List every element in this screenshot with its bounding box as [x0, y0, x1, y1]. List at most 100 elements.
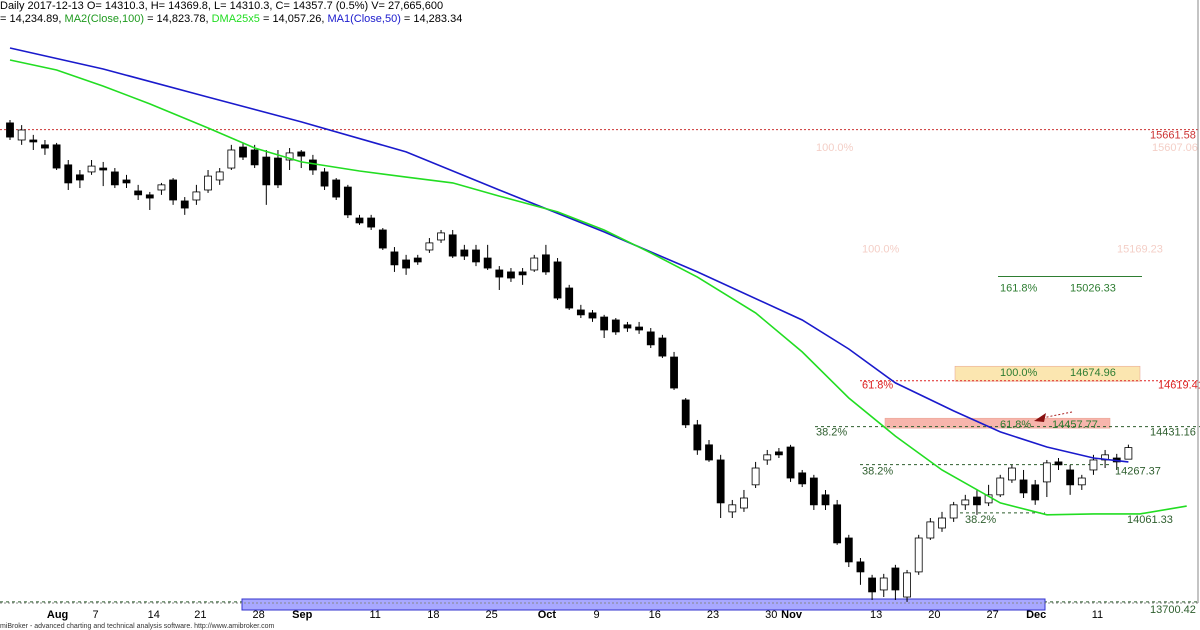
candle-body — [844, 537, 853, 563]
level-value: 14674.96 — [1070, 367, 1116, 379]
level-percent: 38.2% — [816, 427, 847, 439]
candle-body — [157, 184, 166, 191]
time-zone — [241, 598, 1046, 611]
candle-body — [52, 144, 61, 169]
level-value: 14267.37 — [1115, 466, 1161, 478]
candle-body — [833, 504, 842, 544]
plot: 15661.58 100.0% 15607.06 100.0% 15169.23 161.… — [0, 47, 1200, 621]
level-percent: 100.0% — [1000, 367, 1038, 379]
legend-value: = 14,823.78, — [144, 13, 212, 25]
x-tick-label: 21 — [194, 609, 206, 621]
candle-body — [495, 269, 504, 278]
candle-body — [891, 567, 900, 591]
candle-body — [553, 261, 562, 299]
candle-body — [1008, 467, 1016, 481]
candle-body — [437, 232, 445, 241]
legend-value: = 14,234.89, — [0, 13, 65, 25]
candle-body — [635, 326, 643, 331]
candle-body — [740, 497, 748, 509]
candle-body — [483, 257, 492, 269]
candle-body — [646, 331, 655, 346]
candle-body — [29, 139, 38, 143]
candle-body — [1031, 484, 1040, 501]
candle-body — [751, 467, 760, 486]
level-value: 15169.23 — [1117, 244, 1163, 256]
level-percent: 38.2% — [965, 514, 996, 526]
candle-body — [542, 254, 550, 273]
candle-body — [134, 190, 143, 196]
candle-body — [588, 312, 597, 319]
x-tick-label: 27 — [986, 609, 998, 621]
candle-body — [460, 249, 469, 257]
legend: = 14,234.89, MA2(Close,100) = 14,823.78,… — [0, 13, 462, 25]
candle-body — [17, 129, 26, 141]
x-tick-label: 14 — [148, 609, 160, 621]
candle-body — [169, 179, 178, 201]
candle-body — [798, 472, 807, 485]
candle-body — [274, 157, 282, 186]
candle-body — [343, 186, 352, 216]
candle-body — [332, 179, 341, 198]
candle-body — [879, 577, 888, 591]
candle-body — [110, 171, 119, 186]
candle-body — [926, 521, 935, 539]
candle-body — [215, 171, 224, 181]
candle-body — [623, 324, 632, 329]
candle-body — [938, 517, 946, 529]
candle-body — [961, 499, 970, 506]
candle-body — [308, 159, 317, 171]
candle-body — [705, 444, 713, 461]
candle-body — [565, 287, 574, 309]
candle-body — [180, 200, 189, 209]
footer: miBroker - advanced charting and technic… — [0, 623, 274, 630]
candle-body — [681, 399, 690, 426]
candle-body — [658, 337, 667, 357]
candle-body — [693, 424, 702, 451]
candle-body — [285, 152, 294, 161]
candle-body — [262, 156, 271, 186]
ma-line — [9, 59, 1187, 516]
candle-body — [239, 146, 247, 158]
candle-body — [856, 561, 865, 573]
legend-name: DMA25x5 — [212, 13, 260, 25]
legend-value: = 14,057.26, — [260, 13, 328, 25]
candle-body — [1019, 479, 1028, 494]
candle-body — [763, 454, 772, 461]
x-tick-label: 20 — [928, 609, 940, 621]
candle-body — [611, 319, 620, 333]
candle-body — [6, 122, 14, 138]
candle-body — [402, 259, 411, 269]
arrow-head — [1034, 413, 1046, 422]
x-tick-label: 23 — [707, 609, 719, 621]
x-tick-label: 13 — [870, 609, 882, 621]
x-tick-label: Sep — [292, 609, 312, 621]
x-tick-label: 25 — [486, 609, 498, 621]
candle-body — [973, 496, 981, 506]
candle-body — [996, 477, 1005, 496]
candle-body — [390, 251, 399, 266]
candle-body — [1124, 447, 1133, 460]
candle-body — [320, 171, 329, 187]
x-tick-label: Nov — [781, 609, 803, 621]
x-tick-label: 16 — [649, 609, 661, 621]
candle-body — [1054, 461, 1063, 466]
level-value: 15607.06 — [1152, 142, 1198, 154]
candle-body — [716, 459, 725, 504]
x-tick-label: 11 — [369, 609, 380, 621]
level-value: 14061.33 — [1127, 514, 1173, 526]
candle-body — [250, 149, 259, 166]
candle-body — [775, 451, 783, 456]
level-percent: 100.0% — [862, 244, 900, 256]
legend-name: MA1(Close,50) — [328, 13, 401, 25]
candle-body — [297, 151, 306, 157]
candle-body — [227, 149, 236, 169]
x-tick-label: 28 — [253, 609, 265, 621]
candle-body — [448, 234, 457, 257]
ma-line — [9, 47, 1129, 463]
x-tick-label: 11 — [1092, 609, 1103, 621]
candle-body — [530, 257, 539, 271]
x-tick-label: 30 — [765, 609, 777, 621]
candle-body — [76, 174, 84, 181]
